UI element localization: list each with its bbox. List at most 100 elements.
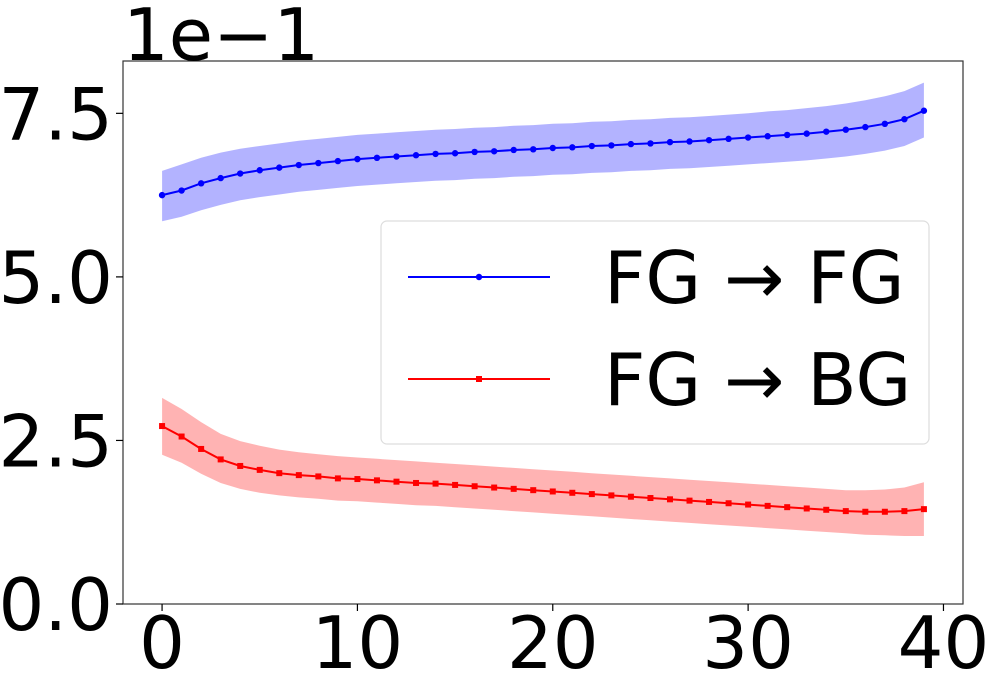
data-point	[842, 126, 849, 133]
y-tick-label: 5.0	[0, 236, 113, 320]
data-point	[881, 120, 889, 128]
data-point	[549, 488, 556, 495]
data-point	[256, 466, 263, 473]
data-point	[295, 472, 302, 479]
data-point	[569, 144, 576, 151]
legend: FG → FG FG → BG	[380, 220, 930, 445]
data-point	[217, 174, 224, 182]
series-band-0	[162, 82, 924, 222]
data-point	[862, 123, 869, 131]
x-tick-label: 40	[898, 601, 990, 685]
data-point	[354, 155, 361, 163]
data-point	[432, 150, 439, 158]
data-point	[471, 148, 478, 156]
series-band-1	[162, 397, 924, 536]
data-point	[608, 492, 615, 499]
data-point	[803, 505, 810, 512]
data-point	[198, 445, 205, 452]
data-point	[373, 477, 380, 484]
data-point	[588, 491, 595, 498]
data-point	[705, 136, 713, 144]
legend-marker-1	[476, 376, 482, 382]
confidence-bands	[162, 82, 924, 536]
data-point	[393, 153, 400, 160]
data-point	[276, 470, 283, 477]
data-point	[686, 138, 693, 145]
data-point	[315, 473, 322, 480]
data-point	[334, 475, 341, 482]
data-point	[354, 476, 361, 483]
data-point	[432, 480, 439, 487]
data-point	[490, 148, 498, 155]
data-point	[412, 152, 420, 159]
data-point	[686, 497, 693, 504]
data-point	[510, 146, 517, 154]
data-point	[393, 478, 400, 485]
data-point	[491, 484, 498, 491]
data-point	[608, 142, 615, 149]
data-point	[178, 433, 185, 440]
x-tick-label: 10	[312, 601, 404, 685]
data-point	[744, 134, 752, 141]
data-point	[178, 187, 185, 194]
data-point	[901, 508, 908, 515]
series-lines	[161, 109, 925, 513]
legend-label-0: FG → FG	[604, 236, 905, 320]
data-point	[295, 161, 303, 169]
legend-label-1: FG → BG	[604, 338, 911, 422]
y-axis-ticks: 0.0 2.5 5.0 7.5	[0, 72, 123, 647]
y-tick-label: 0.0	[0, 563, 113, 647]
data-point	[920, 506, 927, 513]
x-tick-label: 30	[702, 601, 794, 685]
data-point	[413, 479, 420, 486]
data-point	[920, 107, 928, 114]
data-point	[901, 116, 908, 123]
data-point	[783, 131, 791, 139]
data-point	[451, 150, 459, 157]
data-point	[803, 130, 810, 137]
data-point	[452, 481, 459, 488]
data-point	[725, 135, 732, 143]
data-point	[862, 508, 869, 515]
series-markers	[158, 107, 928, 515]
data-point	[745, 501, 752, 508]
data-point	[706, 498, 713, 505]
data-point	[197, 180, 205, 187]
data-point	[530, 487, 537, 494]
data-point	[530, 146, 537, 153]
data-point	[823, 506, 830, 513]
data-point	[666, 496, 673, 503]
data-point	[315, 159, 322, 167]
data-point	[256, 167, 263, 174]
data-point	[784, 504, 791, 511]
x-tick-label: 20	[507, 601, 599, 685]
legend-marker-0	[475, 273, 483, 281]
x-axis-ticks: 0 10 20 30 40	[139, 601, 989, 685]
y-tick-label: 7.5	[0, 72, 113, 156]
data-point	[276, 164, 283, 171]
data-point	[569, 489, 576, 496]
data-point	[237, 462, 244, 469]
data-point	[471, 483, 478, 490]
x-tick-label: 0	[139, 601, 185, 685]
data-point	[647, 140, 654, 147]
data-point	[881, 508, 888, 515]
data-point	[159, 423, 166, 430]
data-point	[627, 140, 635, 148]
series-line-1	[161, 425, 925, 513]
data-point	[627, 493, 634, 500]
data-point	[588, 142, 596, 150]
data-point	[823, 128, 830, 135]
y-tick-label: 2.5	[0, 399, 113, 483]
data-point	[217, 456, 224, 463]
data-point	[510, 485, 517, 492]
data-point	[764, 133, 771, 140]
data-point	[764, 502, 771, 509]
data-point	[842, 508, 849, 515]
data-point	[647, 495, 654, 502]
data-point	[334, 157, 342, 165]
data-point	[725, 500, 732, 507]
y-axis-offset-label: 1e−1	[123, 0, 319, 77]
plot-area-frame	[122, 60, 964, 605]
